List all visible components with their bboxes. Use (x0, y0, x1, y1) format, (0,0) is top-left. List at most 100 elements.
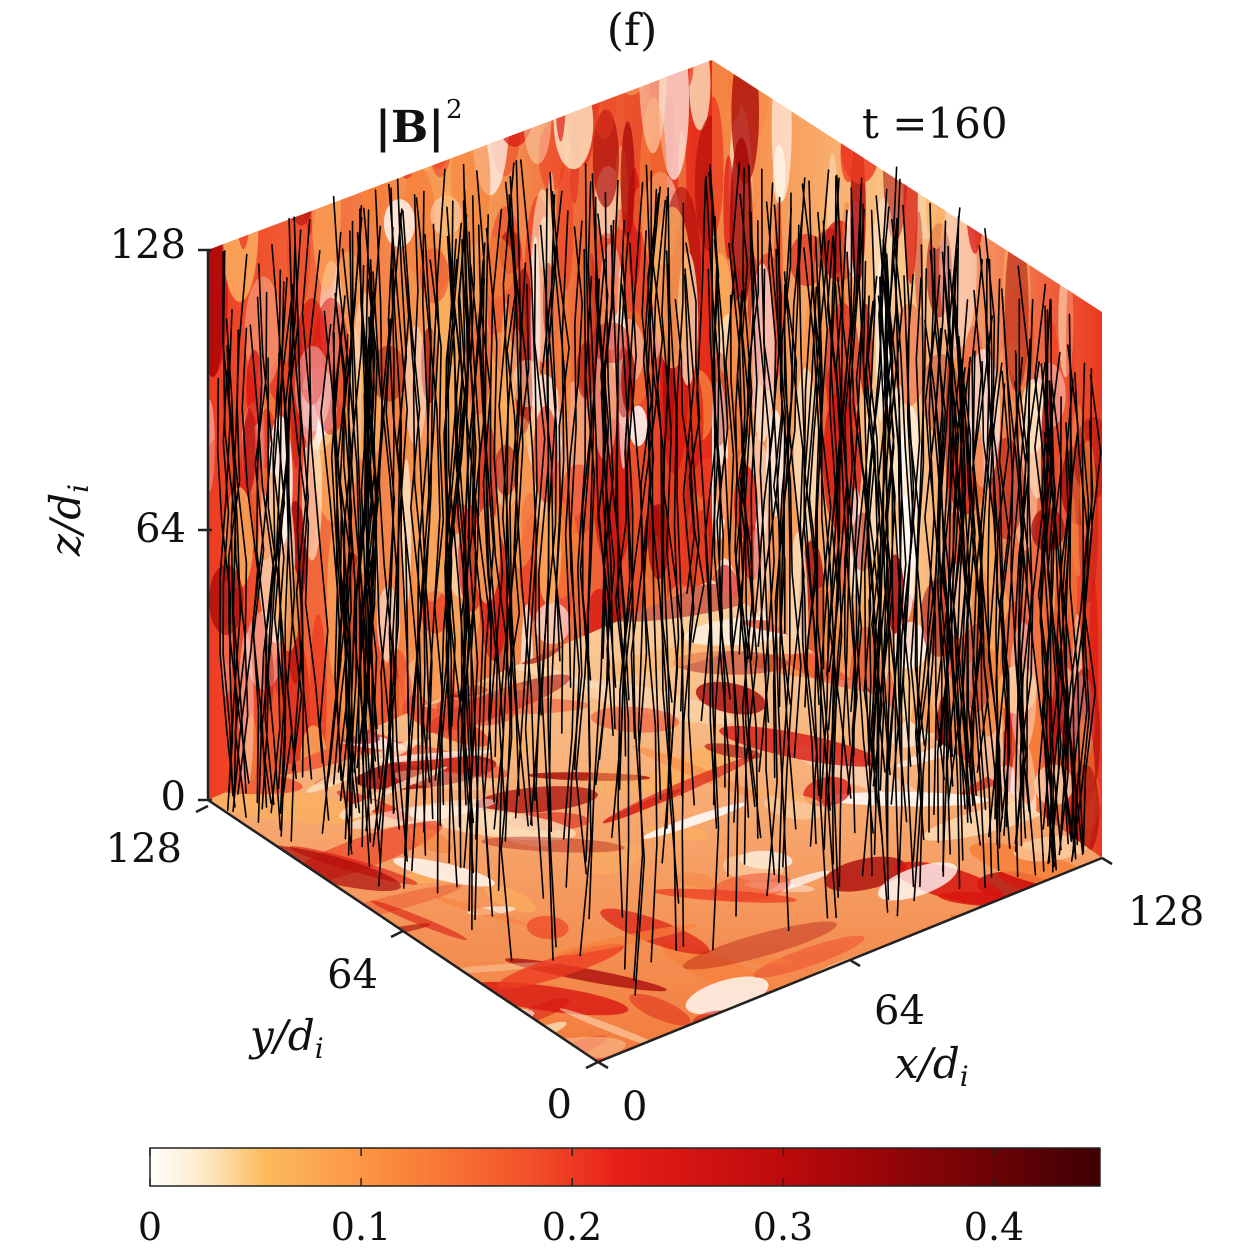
texture-blob (1058, 78, 1081, 186)
texture-blob (434, 896, 529, 927)
field-line (388, 183, 408, 862)
z-axis-label: z/di (41, 484, 95, 557)
texture-blob (1004, 998, 1102, 1052)
field-line (288, 217, 304, 842)
texture-blob (234, 72, 253, 250)
texture-blob (368, 60, 396, 114)
texture-blob (208, 91, 222, 230)
svg-text:|B|: |B| (375, 102, 444, 153)
texture-blob (1033, 146, 1061, 201)
texture-blob (640, 802, 747, 840)
field-line (228, 329, 250, 784)
field-line (1014, 350, 1025, 878)
texture-blob (592, 60, 617, 140)
texture-blob (471, 808, 551, 847)
field-line (902, 204, 925, 841)
field-line (477, 224, 512, 722)
texture-blob (437, 60, 469, 98)
field-line (457, 260, 475, 824)
field-line (1062, 372, 1089, 845)
texture-blob (401, 1008, 535, 1040)
field-line (942, 248, 961, 890)
z-tick-label-0: 0 (161, 774, 186, 820)
texture-blob (311, 120, 341, 291)
colorbar-tick-0.2: 0.2 (542, 1205, 602, 1249)
texture-blob (301, 60, 341, 150)
field-line (372, 324, 396, 847)
texture-blob (208, 60, 218, 113)
field-line (387, 226, 431, 783)
field-line (404, 223, 440, 856)
texture-blob (523, 69, 552, 165)
texture-blob (309, 1034, 438, 1062)
texture-blob (919, 952, 977, 982)
texture-blob (749, 957, 793, 965)
field-line (758, 168, 770, 773)
field-line (709, 216, 721, 951)
texture-blob (950, 915, 1084, 960)
texture-blob (238, 964, 324, 996)
colorbar (149, 1147, 1101, 1187)
field-line (332, 264, 365, 785)
texture-blob (653, 888, 797, 903)
field-line (708, 171, 726, 788)
texture-blob (632, 745, 760, 799)
field-line (729, 294, 756, 808)
field-line (1078, 436, 1090, 847)
field-line (1019, 351, 1061, 839)
field-line (222, 250, 247, 794)
field-line (832, 177, 863, 898)
field-line (363, 207, 379, 792)
field-line (390, 187, 411, 889)
field-line (1044, 305, 1077, 860)
texture-blob (248, 125, 289, 222)
colorbar-gradient (149, 1147, 1101, 1187)
field-line (681, 268, 695, 947)
field-line (451, 290, 495, 803)
texture-blob (268, 111, 285, 160)
field-line (936, 299, 969, 843)
field-line (966, 350, 976, 807)
field-line (230, 253, 248, 797)
field-line (530, 224, 558, 825)
texture-blob (731, 60, 760, 185)
texture-blob (639, 743, 739, 794)
texture-blob (719, 725, 880, 767)
field-line (711, 195, 731, 877)
field-line (443, 206, 458, 888)
texture-blob (437, 287, 450, 357)
colorbar-tick-0.1: 0.1 (331, 1205, 391, 1249)
field-line (508, 283, 530, 796)
z-tick-label-64: 64 (135, 506, 186, 552)
texture-blob (248, 154, 261, 235)
svg-text:z/di: z/di (41, 484, 95, 557)
texture-blob (1004, 228, 1029, 393)
field-line (351, 216, 372, 843)
field-line (498, 294, 513, 961)
field-line (535, 246, 558, 899)
y-tick-128 (195, 804, 209, 814)
texture-blob (315, 1009, 462, 1061)
field-line (219, 345, 236, 808)
field-line (524, 243, 546, 827)
texture-blob (1078, 85, 1095, 195)
field-line (225, 318, 249, 795)
field-line (293, 216, 309, 778)
texture-blob (1056, 125, 1071, 182)
texture-blob (980, 160, 996, 213)
field-line (616, 219, 630, 970)
y-tick-label-128: 128 (106, 826, 182, 872)
texture-blob (220, 152, 259, 302)
field-line (661, 187, 680, 864)
texture-blob (208, 946, 273, 984)
texture-blob (647, 503, 670, 580)
y-tick-label-64: 64 (327, 952, 378, 998)
texture-blob (301, 428, 323, 561)
texture-blob (932, 930, 990, 941)
texture-blob (284, 132, 300, 221)
texture-blob (1050, 159, 1077, 240)
field-line (588, 173, 610, 920)
field-line (910, 268, 928, 862)
texture-blob (587, 767, 641, 798)
